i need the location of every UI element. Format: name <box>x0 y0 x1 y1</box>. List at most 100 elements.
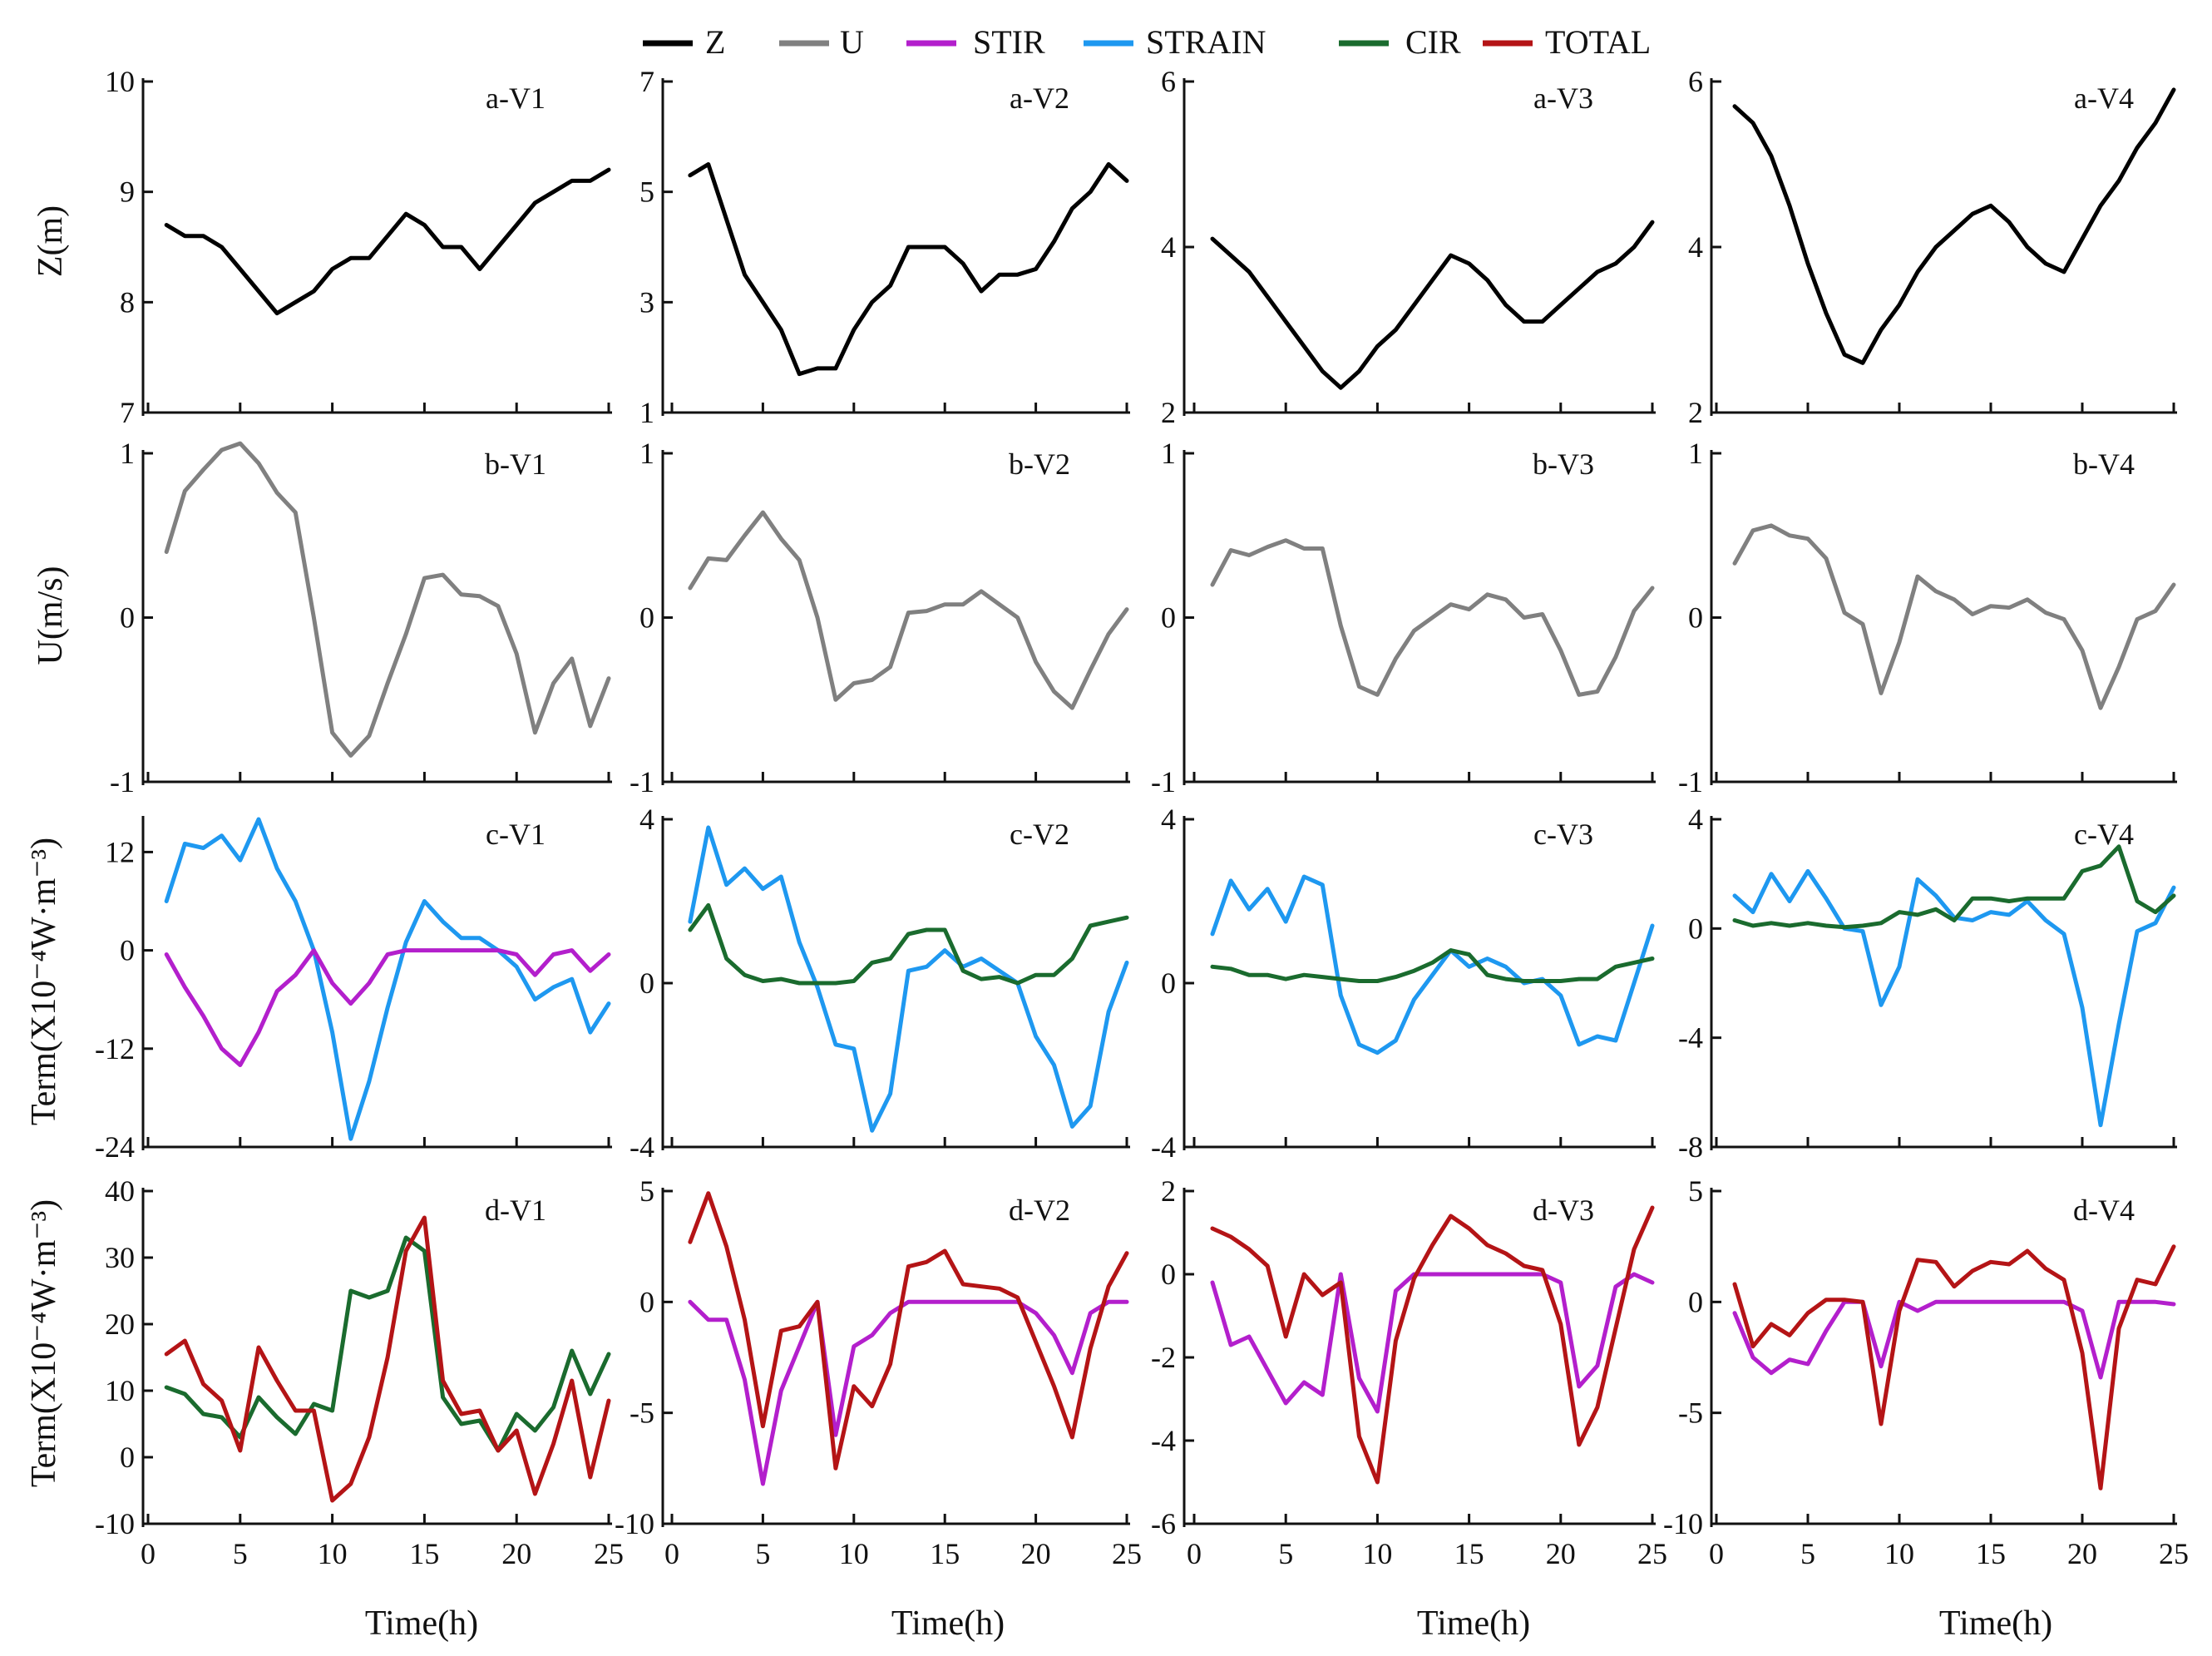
y-tick-label: 20 <box>105 1307 135 1341</box>
panel-label: b-V1 <box>485 447 546 481</box>
series-line-strain <box>688 825 1129 1133</box>
y-tick-label: 10 <box>105 65 135 98</box>
panel-a-V1: 7 8 9 10 a-V1 <box>105 65 612 429</box>
series-line-stir <box>1732 1299 2176 1380</box>
y-tick-label: 0 <box>639 1285 654 1318</box>
x-tick-label: 15 <box>930 1537 960 1570</box>
series-line-cir <box>1732 844 2176 930</box>
legend-item-u: U <box>779 23 864 61</box>
panel-d-V4: -10 -5 0 5 0 5 10 15 20 25 d-V4 Time(h) <box>1663 1174 2189 1643</box>
legend-label-cir: CIR <box>1405 23 1461 61</box>
y-tick-label: -24 <box>95 1130 135 1164</box>
x-tick-label: 5 <box>755 1537 770 1570</box>
x-tick-label: 20 <box>2067 1537 2097 1570</box>
x-tick-label: 15 <box>409 1537 439 1570</box>
series-line-z <box>688 162 1129 377</box>
y-tick-label: 3 <box>639 285 654 319</box>
y-tick-label: -10 <box>1663 1507 1703 1540</box>
legend-label-strain: STRAIN <box>1146 23 1266 61</box>
series-line-u <box>1732 523 2176 710</box>
panel-label: d-V4 <box>2073 1194 2135 1227</box>
y-tick-label: 30 <box>105 1241 135 1274</box>
y-tick-label: 0 <box>1688 1285 1703 1318</box>
x-tick-label: 25 <box>1637 1537 1667 1570</box>
series-line-stir <box>164 948 611 1067</box>
y-tick-label: 1 <box>1688 437 1703 470</box>
row-ylabel-a: Z(m) <box>32 205 70 277</box>
panel-label: d-V2 <box>1009 1194 1070 1227</box>
series-line-u <box>164 441 611 758</box>
y-tick-label: 1 <box>120 437 135 470</box>
y-tick-label: -1 <box>110 765 135 798</box>
x-tick-label: 5 <box>1800 1537 1815 1570</box>
x-tick-label: 25 <box>2159 1537 2189 1570</box>
x-axis-title: Time(h) <box>1939 1604 2052 1643</box>
y-tick-label: -4 <box>1151 1130 1176 1164</box>
series-line-z <box>1210 220 1655 390</box>
panel-c-V4: -8 -4 0 4 c-V4 <box>1678 803 2177 1164</box>
y-tick-label: 2 <box>1161 396 1176 429</box>
series-line-u <box>1210 538 1655 697</box>
x-tick-label: 0 <box>1187 1537 1202 1570</box>
y-tick-label: 6 <box>1161 65 1176 98</box>
y-tick-label: -4 <box>630 1130 654 1164</box>
series-line-total <box>1210 1205 1655 1485</box>
panel-b-V4: -1 0 1 b-V4 <box>1678 437 2177 798</box>
panel-label: c-V4 <box>2074 818 2134 851</box>
panel-b-V1: -1 0 1 b-V1 <box>110 437 612 798</box>
y-tick-label: 4 <box>1688 230 1703 264</box>
y-tick-label: -6 <box>1151 1507 1176 1540</box>
y-tick-label: 0 <box>1161 1258 1176 1291</box>
legend-label-total: TOTAL <box>1545 23 1651 61</box>
y-tick-label: 1 <box>639 437 654 470</box>
y-tick-label: -1 <box>1678 765 1703 798</box>
panel-label: a-V4 <box>2074 82 2134 115</box>
panel-label: b-V2 <box>1009 447 1070 481</box>
x-tick-label: 10 <box>1362 1537 1392 1570</box>
x-tick-label: 10 <box>318 1537 348 1570</box>
y-tick-label: -12 <box>95 1032 135 1065</box>
y-tick-label: 7 <box>639 65 654 98</box>
legend-label-stir: STIR <box>973 23 1045 61</box>
legend-label-u: U <box>840 23 864 61</box>
series-line-cir <box>1210 948 1655 983</box>
y-tick-label: -5 <box>630 1396 654 1430</box>
panel-b-V3: -1 0 1 b-V3 <box>1151 437 1656 798</box>
panel-label: a-V1 <box>486 82 546 115</box>
row-ylabel-d: Term(X10⁻⁴W·m⁻³) <box>25 1199 63 1487</box>
x-tick-label: 0 <box>1709 1537 1724 1570</box>
y-tick-label: 4 <box>639 803 654 836</box>
y-tick-label: -1 <box>630 765 654 798</box>
y-tick-label: 1 <box>639 396 654 429</box>
panel-a-V2: 1 3 5 7 a-V2 <box>639 65 1130 429</box>
series-line-cir <box>688 902 1129 986</box>
y-tick-label: 10 <box>105 1374 135 1407</box>
panel-c-V2: -4 0 4 c-V2 <box>630 803 1130 1164</box>
series-line-z <box>164 167 611 316</box>
x-tick-label: 20 <box>1546 1537 1576 1570</box>
legend-label-z: Z <box>705 23 725 61</box>
y-tick-label: 4 <box>1161 230 1176 264</box>
legend-item-z: Z <box>643 23 725 61</box>
series-line-z <box>1732 87 2176 365</box>
y-tick-label: 1 <box>1161 437 1176 470</box>
y-tick-label: -5 <box>1678 1396 1703 1430</box>
series-line-strain <box>1210 874 1655 1055</box>
y-tick-label: -4 <box>1678 1021 1703 1055</box>
series-line-stir <box>688 1299 1129 1486</box>
panel-label: d-V3 <box>1533 1194 1594 1227</box>
panel-a-V4: 2 4 6 a-V4 <box>1688 65 2177 429</box>
panel-label: c-V2 <box>1010 818 1069 851</box>
x-axis-title: Time(h) <box>1417 1604 1530 1643</box>
panel-label: c-V3 <box>1533 818 1593 851</box>
x-tick-label: 10 <box>839 1537 869 1570</box>
y-tick-label: -1 <box>1151 765 1176 798</box>
y-tick-label: 9 <box>120 175 135 209</box>
y-tick-label: 4 <box>1161 803 1176 836</box>
x-axis-title: Time(h) <box>891 1604 1005 1643</box>
x-tick-label: 0 <box>141 1537 156 1570</box>
y-tick-label: 0 <box>120 934 135 967</box>
row-ylabel-c: Term(X10⁻⁴W·m⁻³) <box>25 838 63 1125</box>
